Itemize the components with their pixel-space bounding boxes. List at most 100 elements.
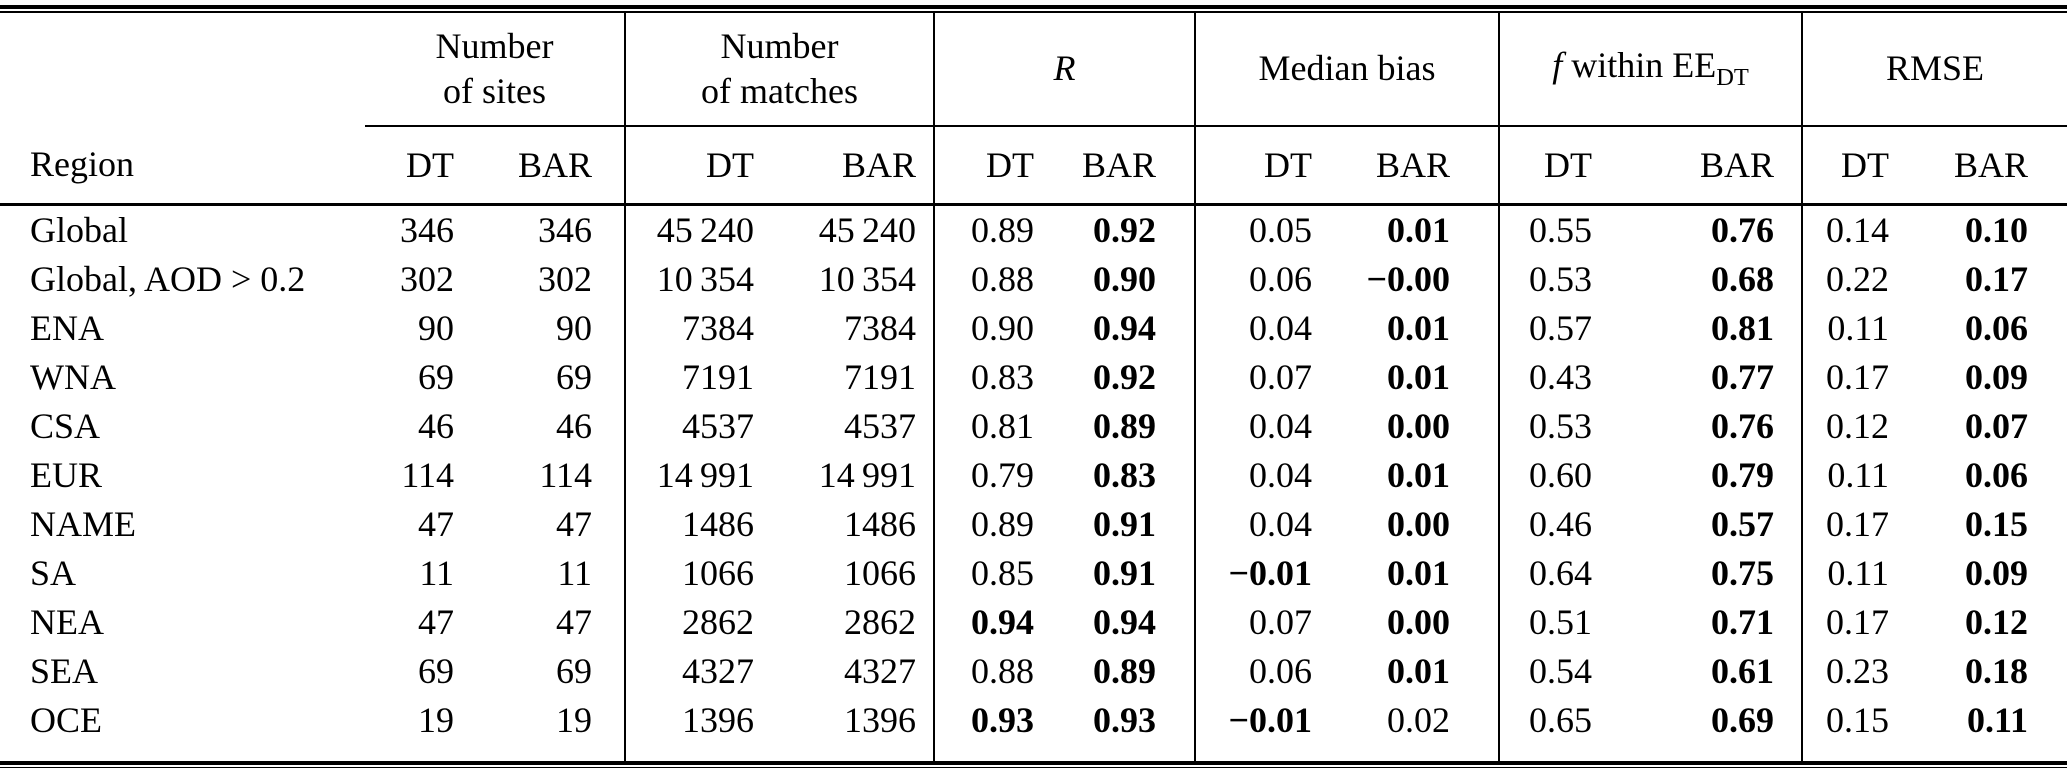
value-cell: 0.81 xyxy=(933,401,1040,451)
value-cell: 14 991 xyxy=(818,455,916,495)
value-cell: 47 xyxy=(556,602,592,642)
table-row: NEA 47 47 2862 2862 0.94 0.94 0.07 0.00 0.51 0.71 0… xyxy=(0,597,2067,647)
value-cell: 69 xyxy=(418,651,454,691)
value-cell: 4327 xyxy=(624,646,760,696)
column-header-row: Region DT BAR DT BAR DT BAR DT BAR DT BA… xyxy=(0,125,2067,206)
value-cell: 0.00 xyxy=(1387,602,1450,642)
subheader-f-dt: DT xyxy=(1498,125,1600,206)
value-cell: 0.01 xyxy=(1387,357,1450,397)
value-cell: 0.00 xyxy=(1387,406,1450,446)
value-cell: −0.00 xyxy=(1366,259,1450,299)
value-cell: 0.11 xyxy=(1801,303,1897,353)
table-row: Global 346 346 45 240 45 240 0.89 0.92 0.05 0.01… xyxy=(0,204,2067,255)
subheader-r-bar: BAR xyxy=(1040,125,1195,206)
value-cell: 0.90 xyxy=(933,303,1040,353)
value-cell: 0.68 xyxy=(1711,259,1774,299)
ee-subscript: DT xyxy=(1716,64,1749,92)
value-cell: 0.88 xyxy=(933,254,1040,304)
value-cell: 302 xyxy=(538,259,592,299)
value-cell: 0.46 xyxy=(1498,499,1600,549)
value-cell: 0.69 xyxy=(1711,700,1774,740)
table-row: SA 11 11 1066 1066 0.85 0.91 −0.01 0.01 0.64 0.75 0… xyxy=(0,548,2067,598)
value-cell: 0.81 xyxy=(1711,308,1774,348)
value-cell: 1486 xyxy=(624,499,760,549)
f-label: f xyxy=(1552,45,1563,86)
value-cell: 47 xyxy=(418,504,454,544)
value-cell: 0.93 xyxy=(1093,700,1156,740)
value-cell: 0.06 xyxy=(1965,455,2029,495)
value-cell: 0.77 xyxy=(1711,357,1774,397)
table-row: Global, AOD > 0.2 302 302 10 354 10 354 0.88 0… xyxy=(0,254,2067,304)
subheader-bias-bar: BAR xyxy=(1320,125,1499,206)
table-row: SEA 69 69 4327 4327 0.88 0.89 0.06 0.01 0.54 0.61 0… xyxy=(0,646,2067,696)
value-cell: 0.94 xyxy=(933,597,1040,647)
subheader-matches-dt: DT xyxy=(624,125,760,206)
value-cell: 0.01 xyxy=(1387,553,1450,593)
group-header-number-of-sites: Number of sites xyxy=(365,12,625,127)
region-cell: OCE xyxy=(30,700,102,740)
value-cell: 0.07 xyxy=(1194,597,1320,647)
value-cell: 0.04 xyxy=(1194,303,1320,353)
value-cell: 0.07 xyxy=(1194,352,1320,402)
value-cell: 0.92 xyxy=(1093,210,1156,250)
value-cell: 0.04 xyxy=(1194,450,1320,500)
value-cell: 0.23 xyxy=(1801,646,1897,696)
value-cell: 0.60 xyxy=(1498,450,1600,500)
value-cell: 0.83 xyxy=(933,352,1040,402)
value-cell: 0.06 xyxy=(1194,254,1320,304)
value-cell: 0.18 xyxy=(1965,651,2029,691)
value-cell: 0.88 xyxy=(933,646,1040,696)
region-cell: WNA xyxy=(30,357,116,397)
value-cell: 0.54 xyxy=(1498,646,1600,696)
value-cell: 0.71 xyxy=(1711,602,1774,642)
value-cell: 4537 xyxy=(844,406,916,446)
value-cell: 69 xyxy=(556,651,592,691)
value-cell: 346 xyxy=(400,210,454,250)
top-rule-thick xyxy=(0,5,2067,9)
value-cell: 0.07 xyxy=(1965,406,2029,446)
value-cell: 0.06 xyxy=(1965,308,2029,348)
r-label: R xyxy=(1053,48,1076,88)
table-row: WNA 69 69 7191 7191 0.83 0.92 0.07 0.01 0.43 0.77 0… xyxy=(0,352,2067,402)
value-cell: 0.17 xyxy=(1801,499,1897,549)
region-cell: EUR xyxy=(30,455,102,495)
value-cell: 0.57 xyxy=(1498,303,1600,353)
value-cell: 0.57 xyxy=(1711,504,1774,544)
region-column-header: Region xyxy=(0,125,365,206)
value-cell: 0.55 xyxy=(1498,204,1600,255)
group-header-rmse: RMSE xyxy=(1800,12,2067,127)
value-cell: 0.91 xyxy=(1093,553,1156,593)
group-sites-line2: of sites xyxy=(443,70,546,111)
value-cell: 0.09 xyxy=(1965,553,2029,593)
value-cell: 346 xyxy=(538,210,592,250)
value-cell: 0.17 xyxy=(1801,352,1897,402)
table-row: EUR 114 114 14 991 14 991 0.79 0.83 0.04 0.01 0.6… xyxy=(0,450,2067,500)
region-cell: NAME xyxy=(30,504,136,544)
table-row: OCE 19 19 1396 1396 0.93 0.93 −0.01 0.02 0.65 0.69… xyxy=(0,695,2067,761)
value-cell: 45 240 xyxy=(818,210,916,250)
value-cell: 0.76 xyxy=(1711,406,1774,446)
value-cell: 0.05 xyxy=(1194,204,1320,255)
region-cell: Global, AOD > 0.2 xyxy=(30,259,306,299)
top-rule-thin xyxy=(0,11,2067,13)
value-cell: 0.64 xyxy=(1498,548,1600,598)
value-cell: 0.12 xyxy=(1801,401,1897,451)
value-cell: 0.02 xyxy=(1387,700,1450,740)
value-cell: 0.92 xyxy=(1093,357,1156,397)
subheader-r-dt: DT xyxy=(933,125,1040,206)
value-cell: 19 xyxy=(418,700,454,740)
value-cell: 11 xyxy=(557,553,592,593)
value-cell: 7384 xyxy=(844,308,916,348)
value-cell: 2862 xyxy=(844,602,916,642)
table-row: NAME 47 47 1486 1486 0.89 0.91 0.04 0.00 0.46 0.57… xyxy=(0,499,2067,549)
value-cell: 302 xyxy=(400,259,454,299)
value-cell: 0.11 xyxy=(1801,548,1897,598)
value-cell: 7191 xyxy=(624,352,760,402)
value-cell: 0.17 xyxy=(1801,597,1897,647)
within-ee-label: within EE xyxy=(1562,45,1717,86)
value-cell: 69 xyxy=(418,357,454,397)
value-cell: 19 xyxy=(556,700,592,740)
value-cell: 0.61 xyxy=(1711,651,1774,691)
value-cell: 0.89 xyxy=(1093,406,1156,446)
table-row: CSA 46 46 4537 4537 0.81 0.89 0.04 0.00 0.53 0.76 0… xyxy=(0,401,2067,451)
